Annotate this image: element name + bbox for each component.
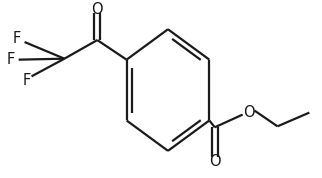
Text: F: F <box>6 52 15 67</box>
Text: F: F <box>23 73 31 88</box>
Text: F: F <box>13 31 21 46</box>
Text: O: O <box>91 2 103 17</box>
Text: O: O <box>243 105 254 120</box>
Text: O: O <box>209 154 221 169</box>
